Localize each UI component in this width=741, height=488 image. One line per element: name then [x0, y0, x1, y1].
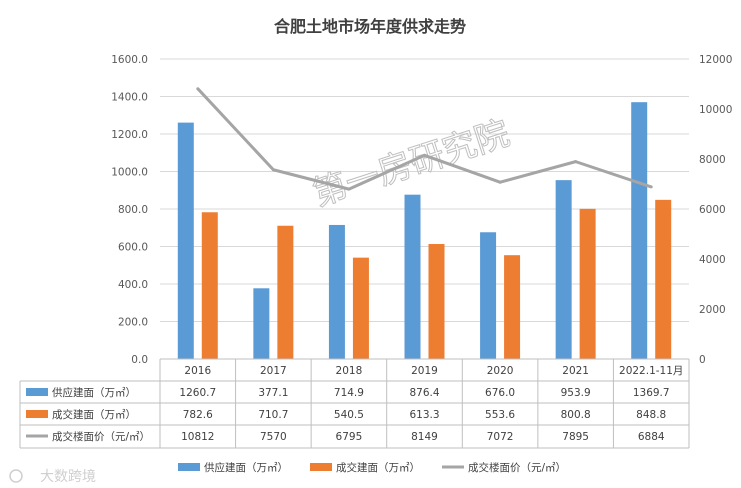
table-cell: 710.7: [258, 409, 288, 421]
supply-bar: [404, 194, 421, 359]
supply-bar: [555, 180, 572, 359]
price-point: [196, 87, 200, 91]
category-label: 2019: [411, 365, 438, 377]
supply-bar: [328, 224, 345, 359]
category-label: 2022.1-11月: [619, 365, 683, 377]
price-point: [649, 185, 653, 189]
category-label: 2021: [562, 365, 589, 377]
table-cell: 876.4: [409, 387, 439, 399]
legend-label: 成交楼面价（元/㎡）: [468, 461, 566, 474]
chart-title: 合肥土地市场年度供求走势: [274, 17, 466, 36]
transaction-bar: [655, 199, 672, 359]
table-cell: 1369.7: [633, 387, 670, 399]
supply-bar: [480, 232, 497, 359]
category-label: 2018: [336, 365, 363, 377]
left-tick-label: 400.0: [118, 279, 148, 291]
table-cell: 800.8: [561, 409, 591, 421]
transaction-bar: [579, 208, 596, 359]
legend-swatch: [178, 463, 200, 471]
transaction-bar: [277, 225, 294, 359]
table-cell: 6884: [638, 431, 665, 443]
right-tick-label: 6000: [699, 204, 726, 216]
legend-label: 成交建面（万㎡）: [336, 461, 420, 474]
table-cell: 613.3: [409, 409, 439, 421]
table-row-label: 供应建面（万㎡）: [52, 386, 136, 399]
table-legend-swatch: [26, 388, 48, 396]
price-point: [423, 153, 426, 157]
left-tick-label: 200.0: [118, 317, 148, 329]
table-row-label: 成交建面（万㎡）: [52, 408, 136, 421]
brand-icon: [9, 469, 23, 483]
table-cell: 8149: [411, 431, 438, 443]
table-cell: 540.5: [334, 409, 364, 421]
table-cell: 7895: [562, 431, 589, 443]
right-tick-label: 0: [699, 354, 706, 366]
supply-bar: [631, 102, 648, 360]
table-cell: 714.9: [334, 387, 364, 399]
right-tick-label: 4000: [699, 254, 726, 266]
right-tick-label: 12000: [699, 54, 732, 66]
table-cell: 676.0: [485, 387, 515, 399]
bars: [177, 102, 672, 360]
table-row-label: 成交楼面价（元/㎡）: [52, 430, 150, 443]
price-point: [271, 168, 275, 172]
supply-bar: [253, 288, 270, 359]
legend: 供应建面（万㎡） 成交建面（万㎡） 成交楼面价（元/㎡）: [178, 461, 566, 474]
transaction-bar: [201, 212, 218, 359]
table-cell: 377.1: [258, 387, 288, 399]
left-tick-label: 1200.0: [111, 129, 148, 141]
transaction-bar: [504, 255, 521, 359]
category-label: 2017: [260, 365, 287, 377]
left-axis: 0.0 200.0 400.0 600.0 800.0 1000.0 1200.0 1400.…: [111, 54, 148, 366]
price-point: [574, 160, 578, 164]
price-point: [347, 187, 351, 191]
table-cell: 553.6: [485, 409, 515, 421]
category-label: 2016: [184, 365, 211, 377]
left-tick-label: 1400.0: [111, 92, 148, 104]
price-point: [498, 180, 502, 184]
left-tick-label: 1600.0: [111, 54, 148, 66]
transaction-bar: [352, 257, 369, 359]
data-table: 2016 2017 2018 2019 2020 2021 2022.1-11月供应建面（万…: [19, 358, 690, 449]
right-tick-label: 2000: [699, 304, 726, 316]
brand-text: 大数跨境: [40, 469, 96, 485]
supply-bar: [177, 122, 194, 360]
table-cell: 7570: [260, 431, 287, 443]
category-label: 2020: [487, 365, 514, 377]
left-tick-label: 0.0: [131, 354, 148, 366]
transaction-bar: [428, 244, 445, 359]
brand-logo: 大数跨境: [9, 469, 96, 485]
table-legend-swatch: [26, 410, 48, 418]
legend-label: 供应建面（万㎡）: [204, 461, 288, 474]
left-tick-label: 1000.0: [111, 167, 148, 179]
left-tick-label: 600.0: [118, 242, 148, 254]
table-cell: 782.6: [183, 409, 213, 421]
table-cell: 953.9: [561, 387, 591, 399]
table-cell: 848.8: [636, 409, 666, 421]
right-axis: 0 2000 4000 6000 8000 10000 12000: [699, 54, 732, 366]
legend-swatch: [310, 463, 332, 471]
table-cell: 7072: [487, 431, 514, 443]
right-tick-label: 8000: [699, 154, 726, 166]
right-tick-label: 10000: [699, 104, 732, 116]
table-cell: 1260.7: [179, 387, 216, 399]
price-line: [196, 87, 653, 191]
table-cell: 6795: [336, 431, 363, 443]
left-tick-label: 800.0: [118, 204, 148, 216]
table-cell: 10812: [181, 431, 214, 443]
